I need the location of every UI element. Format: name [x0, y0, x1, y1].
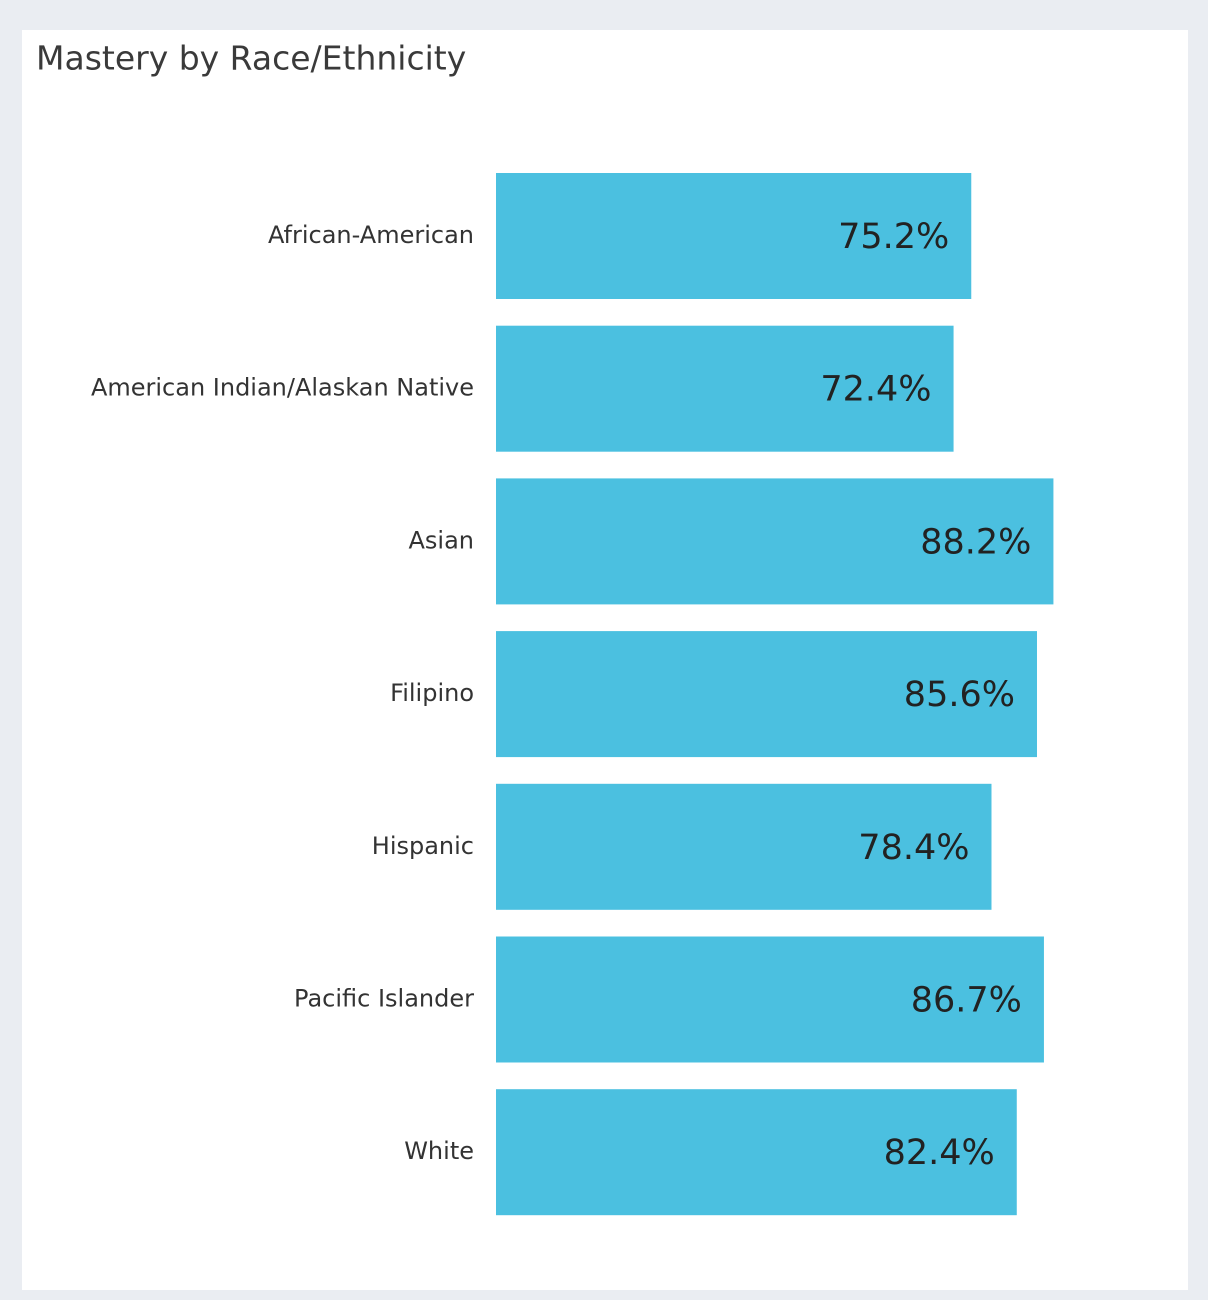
bar — [496, 478, 1054, 605]
y-tick-label: African-American — [268, 221, 474, 249]
bar — [496, 325, 954, 452]
data-label: 75.2% — [838, 217, 949, 257]
data-label: 72.4% — [820, 370, 931, 410]
bar — [496, 173, 972, 299]
data-label: 86.7% — [911, 981, 1022, 1021]
y-tick-label: White — [404, 1137, 474, 1165]
bar — [496, 1089, 1017, 1216]
data-label: 88.2% — [920, 522, 1031, 562]
y-tick-label: Pacific Islander — [294, 985, 474, 1013]
y-tick-label: Hispanic — [372, 832, 474, 860]
y-tick-label: Asian — [408, 526, 474, 554]
bar — [496, 631, 1037, 758]
bar — [496, 936, 1044, 1063]
chart-title: Mastery by Race/Ethnicity — [36, 39, 466, 78]
y-tick-label: American Indian/Alaskan Native — [91, 374, 474, 402]
y-tick-label: Filipino — [390, 679, 474, 707]
data-label: 78.4% — [858, 828, 969, 868]
bar — [496, 783, 992, 910]
data-label: 85.6% — [904, 675, 1015, 715]
data-label: 82.4% — [884, 1133, 995, 1173]
